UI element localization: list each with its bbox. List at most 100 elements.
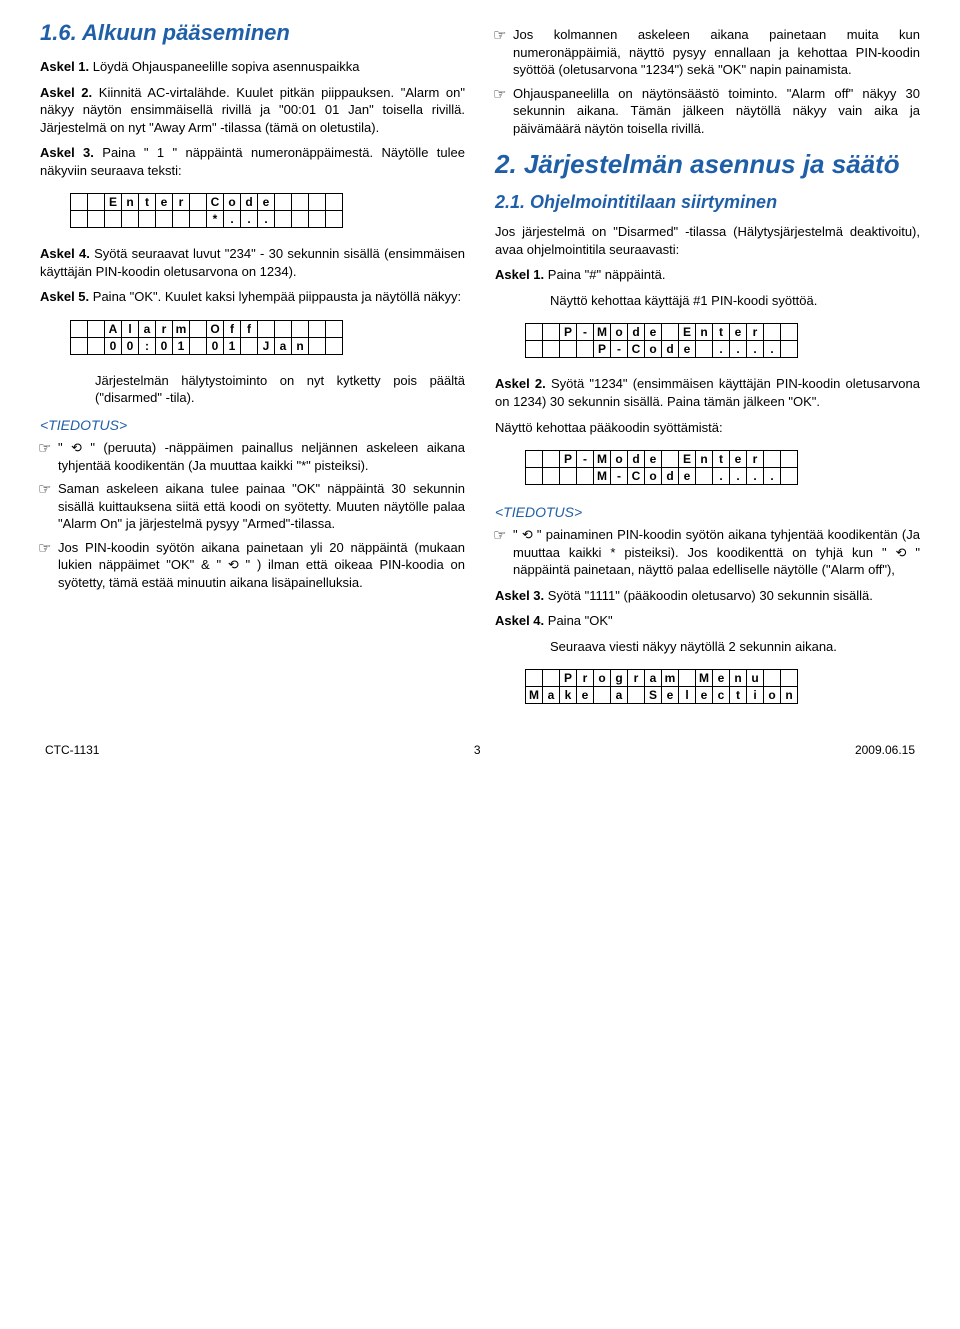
lcd-cell — [764, 670, 781, 687]
step-text: Syötä "1111" (pääkoodin oletusarvo) 30 s… — [548, 588, 873, 603]
step-label: Askel 4. — [40, 246, 90, 261]
lcd-cell: m — [662, 670, 679, 687]
note-1: " ⟲ " (peruuta) -näppäimen painallus nel… — [58, 439, 465, 474]
lcd-cell: . — [764, 468, 781, 485]
lcd-cell — [241, 337, 258, 354]
lcd-cell: a — [645, 670, 662, 687]
lcd-cell: - — [577, 451, 594, 468]
step-4: Askel 4. Syötä seuraavat luvut "234" - 3… — [40, 245, 465, 280]
step-text: Paina "OK" — [548, 613, 613, 628]
step-2: Askel 2. Kiinnitä AC-virtalähde. Kuulet … — [40, 84, 465, 137]
lcd-cell — [309, 194, 326, 211]
step-text: Paina " 1 " näppäintä numeronäppäimestä.… — [40, 145, 465, 178]
lcd-cell: P — [594, 341, 611, 358]
lcd-cell — [88, 337, 105, 354]
lcd-cell: t — [730, 687, 747, 704]
lcd-cell — [662, 451, 679, 468]
lcd-grid-r1: P-ModeEnterP-Code.... — [525, 323, 798, 358]
lcd-cell: P — [560, 324, 577, 341]
lcd-cell — [764, 451, 781, 468]
lcd-cell — [560, 468, 577, 485]
lcd-cell: i — [747, 687, 764, 704]
lcd-cell — [679, 670, 696, 687]
lcd-cell: - — [611, 341, 628, 358]
lcd-cell — [526, 341, 543, 358]
lcd-cell — [781, 451, 798, 468]
step-label: Askel 2. — [495, 376, 546, 391]
lcd-cell: r — [173, 194, 190, 211]
lcd-cell: P — [560, 451, 577, 468]
step-text: Paina "OK". Kuulet kaksi lyhempää piippa… — [93, 289, 461, 304]
footer-left: CTC-1131 — [45, 743, 99, 757]
lcd-cell: J — [258, 337, 275, 354]
note-3: Jos PIN-koodin syötön aikana painetaan y… — [58, 539, 465, 592]
r-step-1-after: Näyttö kehottaa käyttäjä #1 PIN-koodi sy… — [550, 292, 920, 310]
lcd-cell: o — [594, 670, 611, 687]
lcd-cell — [628, 687, 645, 704]
lcd-cell: e — [730, 451, 747, 468]
lcd-cell: - — [577, 324, 594, 341]
lcd-cell: n — [781, 687, 798, 704]
lcd-cell: d — [628, 451, 645, 468]
lcd-cell: e — [679, 468, 696, 485]
lcd-cell: : — [139, 337, 156, 354]
lcd-cell: . — [730, 468, 747, 485]
step-text: Löydä Ohjauspaneelille sopiva asennuspai… — [93, 59, 360, 74]
lcd-cell: f — [224, 320, 241, 337]
step-5-after: Järjestelmän hälytystoiminto on nyt kytk… — [95, 372, 465, 407]
lcd-cell: o — [645, 468, 662, 485]
lcd-cell: e — [645, 324, 662, 341]
lcd-cell: d — [662, 341, 679, 358]
lcd-cell: n — [696, 451, 713, 468]
lcd-cell: r — [628, 670, 645, 687]
lcd-cell — [71, 194, 88, 211]
lcd-cell — [543, 451, 560, 468]
lcd-cell: e — [730, 324, 747, 341]
lcd-cell — [696, 468, 713, 485]
lcd-cell — [526, 324, 543, 341]
lcd-cell: d — [628, 324, 645, 341]
lcd-cell: o — [611, 324, 628, 341]
lcd-cell — [526, 670, 543, 687]
lcd-cell: M — [526, 687, 543, 704]
lcd-cell: . — [241, 211, 258, 228]
r-step-2: Askel 2. Syötä "1234" (ensimmäisen käytt… — [495, 375, 920, 410]
lcd-cell: o — [645, 341, 662, 358]
lcd-cell — [594, 687, 611, 704]
lcd-cell — [105, 211, 122, 228]
lcd-cell — [696, 341, 713, 358]
lcd-cell — [71, 320, 88, 337]
lcd-cell — [88, 320, 105, 337]
lcd-cell: e — [696, 687, 713, 704]
step-label: Askel 2. — [40, 85, 92, 100]
lcd-cell — [190, 211, 207, 228]
lcd-cell — [526, 451, 543, 468]
lcd-cell — [781, 324, 798, 341]
intro-text: Jos järjestelmä on "Disarmed" -tilassa (… — [495, 223, 920, 258]
lcd-cell: . — [730, 341, 747, 358]
lcd-cell — [71, 337, 88, 354]
page-content: 1.6. Alkuun pääseminen Askel 1. Löydä Oh… — [40, 20, 920, 713]
lcd-cell — [781, 468, 798, 485]
step-text: Syötä seuraavat luvut "234" - 30 sekunni… — [40, 246, 465, 279]
step-label: Askel 3. — [495, 588, 544, 603]
lcd-cell — [309, 211, 326, 228]
lcd-cell: E — [679, 324, 696, 341]
lcd-cell: . — [258, 211, 275, 228]
step-label: Askel 3. — [40, 145, 94, 160]
lcd-cell — [577, 468, 594, 485]
lcd-cell: . — [747, 468, 764, 485]
lcd-cell: P — [560, 670, 577, 687]
lcd-cell: c — [713, 687, 730, 704]
lcd-cell: d — [241, 194, 258, 211]
lcd-cell — [543, 324, 560, 341]
lcd-cell: e — [258, 194, 275, 211]
lcd-cell — [781, 670, 798, 687]
tiedotus-heading: <TIEDOTUS> — [40, 417, 465, 433]
footer-right: 2009.06.15 — [855, 743, 915, 757]
lcd-cell — [543, 341, 560, 358]
lcd-cell: r — [747, 324, 764, 341]
lcd-cell: a — [543, 687, 560, 704]
step-label: Askel 1. — [40, 59, 89, 74]
lcd-cell — [326, 320, 343, 337]
